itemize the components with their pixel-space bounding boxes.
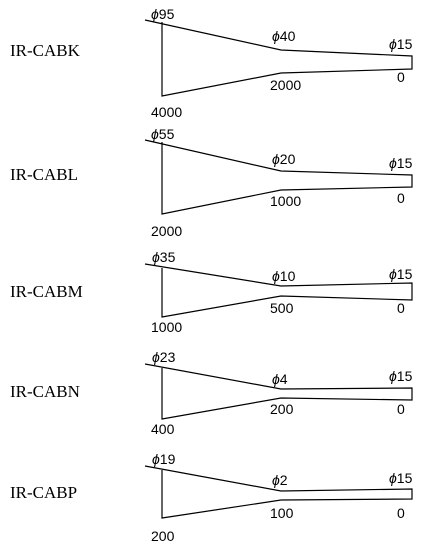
station-label-left: 4000 (151, 104, 182, 120)
model-label: IR-CABK (10, 41, 81, 60)
diagram-row-ir-cabm: IR-CABM ϕ35 ϕ10 ϕ15 1000 500 0 (10, 249, 413, 335)
station-label-right: 0 (397, 401, 405, 417)
diameter-label-right: ϕ15 (389, 155, 413, 171)
station-label-right: 0 (397, 190, 405, 206)
diameter-label-right: ϕ15 (389, 368, 413, 384)
diameter-label-left: ϕ19 (152, 451, 176, 467)
diameter-label-right: ϕ15 (389, 470, 413, 486)
diagram-row-ir-cabn: IR-CABN ϕ23 ϕ4 ϕ15 400 200 0 (10, 349, 413, 437)
station-label-left: 400 (151, 421, 175, 437)
station-label-middle: 1000 (270, 193, 301, 209)
model-label: IR-CABM (10, 282, 83, 301)
diameter-label-right: ϕ15 (389, 266, 413, 282)
station-label-middle: 100 (270, 505, 294, 521)
profile-outline (144, 139, 413, 215)
diameter-label-left: ϕ55 (151, 126, 175, 142)
diameter-label-left: ϕ23 (152, 349, 176, 365)
profile-outline (144, 363, 413, 420)
diagram-row-ir-cabl: IR-CABL ϕ55 ϕ20 ϕ15 2000 1000 0 (10, 126, 413, 239)
station-label-left: 1000 (151, 319, 182, 335)
station-label-left: 200 (151, 528, 175, 544)
station-label-middle: 500 (270, 300, 294, 316)
station-label-middle: 2000 (270, 77, 301, 93)
diameter-label-middle: ϕ40 (272, 28, 296, 44)
station-label-left: 2000 (151, 223, 182, 239)
station-label-middle: 200 (270, 401, 294, 417)
diameter-label-middle: ϕ2 (272, 472, 288, 488)
diameter-label-middle: ϕ20 (272, 151, 296, 167)
diameter-label-middle: ϕ10 (272, 268, 296, 284)
diameter-label-right: ϕ15 (389, 36, 413, 52)
model-label: IR-CABL (10, 165, 78, 184)
profile-outline (144, 263, 413, 318)
station-label-right: 0 (397, 505, 405, 521)
diameter-label-left: ϕ35 (152, 249, 176, 265)
model-label: IR-CABN (10, 382, 80, 401)
profile-outline (144, 465, 413, 519)
diameter-label-left: ϕ95 (151, 6, 175, 22)
diameter-label-middle: ϕ4 (272, 371, 288, 387)
station-label-right: 0 (397, 300, 405, 316)
profile-outline (144, 19, 413, 97)
model-label: IR-CABP (10, 483, 77, 502)
station-label-right: 0 (397, 69, 405, 85)
diagram-row-ir-cabk: IR-CABK ϕ95 ϕ40 ϕ15 4000 2000 0 (10, 6, 413, 120)
diagram-row-ir-cabp: IR-CABP ϕ19 ϕ2 ϕ15 200 100 0 (10, 451, 413, 544)
